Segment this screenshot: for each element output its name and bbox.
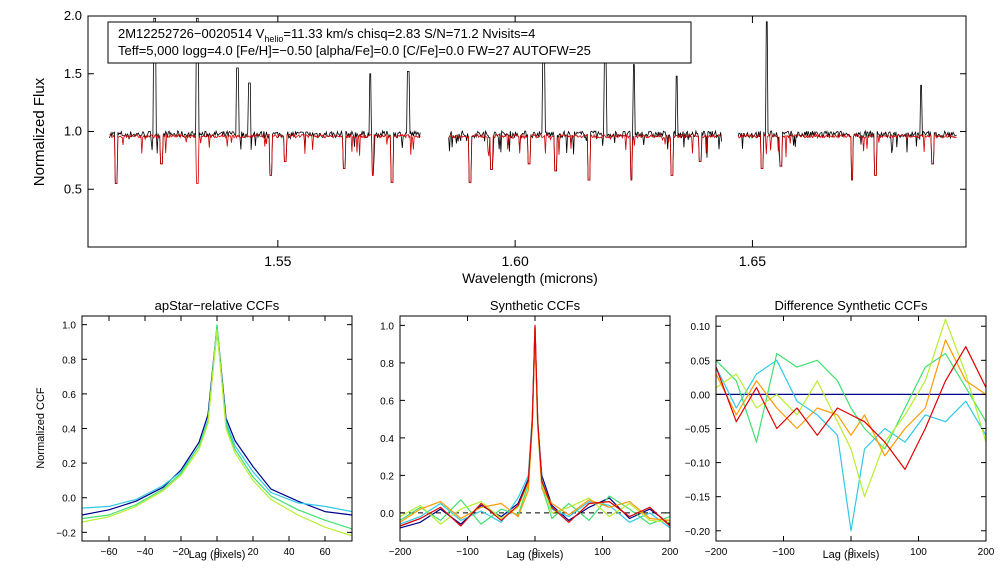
y-tick-label: 0.4 [380,434,394,445]
synthetic-ccf-title: Synthetic CCFs [490,298,581,313]
y-tick-label: 0.4 [62,425,76,436]
ccf-series-line-visit-5 [399,326,671,523]
spectrum-annotation-line2: Teff=5,000 logg=4.0 [Fe/H]=−0.50 [alpha/… [118,43,591,58]
y-tick-label: 1.0 [380,321,394,332]
x-tick-label: −40 [137,547,154,558]
ccf-series-line-visit-4 [399,332,671,525]
star-id-text: 2M12252726−0020514 V [118,26,265,41]
x-tick-label: 1.55 [264,253,291,269]
x-tick-label: 1.60 [502,253,529,269]
y-tick-label: −0.20 [685,527,711,538]
synthetic-ccf-series-group [399,324,671,529]
y-tick-label: 0.5 [64,181,82,196]
y-tick-label: −0.10 [685,459,711,470]
difference-ccf-series-group [715,318,987,532]
ccf-series-line-visit-6 [399,324,671,527]
x-tick-label: 0 [848,547,854,558]
difference-ccf-title: Difference Synthetic CCFs [775,298,928,313]
ccf-series-line-visit-6 [715,346,987,470]
y-tick-label: 1.0 [64,124,82,139]
spectrum-series-model [737,132,957,181]
synthetic-ccf-plot-frame [399,315,671,542]
y-tick-label: −0.2 [56,528,76,539]
ccf-series-line-visit-4 [81,329,353,537]
ccf-series-line-visit-3 [81,324,353,530]
apstar-ccf-y-label: Normalized CCF [35,387,47,469]
ccf-series-line-visit-1 [399,326,671,529]
y-tick-label: 0.0 [380,509,394,520]
spectrum-series-model [109,133,421,184]
y-tick-label: 0.8 [62,355,76,366]
ccf-series-line-visit-2 [715,359,987,532]
y-tick-label: 0.0 [62,494,76,505]
x-tick-label: −200 [705,547,728,558]
ccf-series-line-visit-4 [715,318,987,498]
x-tick-label: 20 [247,547,259,558]
spectrum-series-observed [737,21,957,181]
x-tick-label: 60 [319,547,331,558]
apstar-ccf-panel: −60 −40 −20 0 20 40 60 −0.2 0.0 0.2 0.4 0.6 0.8 1.0 a… [35,298,353,561]
spectrum-series-observed [448,50,722,183]
y-tick-label: 0.2 [380,471,394,482]
ccf-series-line-visit-2 [81,331,353,513]
y-tick-label: 0.05 [691,356,711,367]
y-tick-label: −0.15 [685,493,711,504]
spectrum-annotation-line1: 2M12252726−0020514 Vhelio=11.33 km/s chi… [118,26,535,44]
x-tick-label: −100 [456,547,479,558]
x-tick-label: 100 [594,547,611,558]
vhelio-subscript: helio [264,34,283,44]
y-tick-label: 1.5 [64,66,82,81]
y-tick-label: −0.05 [685,425,711,436]
y-tick-label: 0.6 [380,396,394,407]
spectrum-axis-ticks: 1.55 1.60 1.65 0.5 1.0 1.5 2.0 [64,8,966,269]
synthetic-ccf-x-label: Lag (pixels) [507,549,564,561]
spectrum-plot-frame [87,15,967,248]
x-tick-label: 40 [283,547,295,558]
x-tick-label: 0 [532,547,538,558]
spectrum-x-label: Wavelength (microns) [462,270,598,286]
spectrum-annotation-box [107,21,692,64]
ccf-series-line-visit-3 [715,352,987,450]
ccf-series-line-visit-1 [81,325,353,516]
y-tick-label: 0.2 [62,459,76,470]
apstar-ccf-x-label: Lag (pixels) [189,549,246,561]
x-tick-label: 100 [910,547,927,558]
spectrum-panel: 1.55 1.60 1.65 0.5 1.0 1.5 2.0 2M12252726−0020… [31,8,967,286]
spectrum-series-group [109,17,957,184]
spectrum-y-label: Normalized Flux [31,77,48,186]
difference-ccf-x-label: Lag (pixels) [823,549,880,561]
ccf-series-line-visit-5 [715,339,987,457]
x-tick-label: 200 [978,547,995,558]
x-tick-label: −60 [101,547,118,558]
apstar-ccf-title: apStar−relative CCFs [155,298,280,313]
apstar-ccf-series-group [81,324,353,537]
difference-ccf-plot-frame [715,315,987,542]
y-tick-label: 0.00 [691,390,711,401]
x-tick-label: 1.65 [739,253,766,269]
synthetic-ccf-panel: −200 −100 0 100 200 0.0 0.2 0.4 0.6 0.8 1.0 Synthe… [380,298,679,561]
y-tick-label: 1.0 [62,321,76,332]
spectrum-series-model [448,133,722,183]
x-tick-label: 200 [662,547,679,558]
x-tick-label: 0 [214,547,220,558]
x-tick-label: −20 [173,547,190,558]
y-tick-label: 2.0 [64,8,82,23]
apstar-ccf-plot-frame [81,315,353,542]
ccf-series-line-visit-2 [399,328,671,529]
star-params-text: =11.33 km/s chisq=2.83 S/N=71.2 Nvisits=… [283,26,535,41]
difference-ccf-panel: −200 −100 0 100 200 −0.20 −0.15 −0.10 −0.05 0.00 0… [685,298,995,561]
apstar-ccf-axis-ticks: −60 −40 −20 0 20 40 60 −0.2 0.0 0.2 0.4 0.6 0.8 1.0 [56,316,352,558]
x-tick-label: −200 [389,547,412,558]
x-tick-label: −100 [772,547,795,558]
y-tick-label: 0.10 [691,322,711,333]
ccf-series-line-visit-3 [399,330,671,525]
synthetic-ccf-axis-ticks: −200 −100 0 100 200 0.0 0.2 0.4 0.6 0.8 1.0 [380,316,679,558]
y-tick-label: 0.6 [62,390,76,401]
y-tick-label: 0.8 [380,359,394,370]
difference-ccf-axis-ticks: −200 −100 0 100 200 −0.20 −0.15 −0.10 −0.05 0.00 0… [685,316,995,558]
